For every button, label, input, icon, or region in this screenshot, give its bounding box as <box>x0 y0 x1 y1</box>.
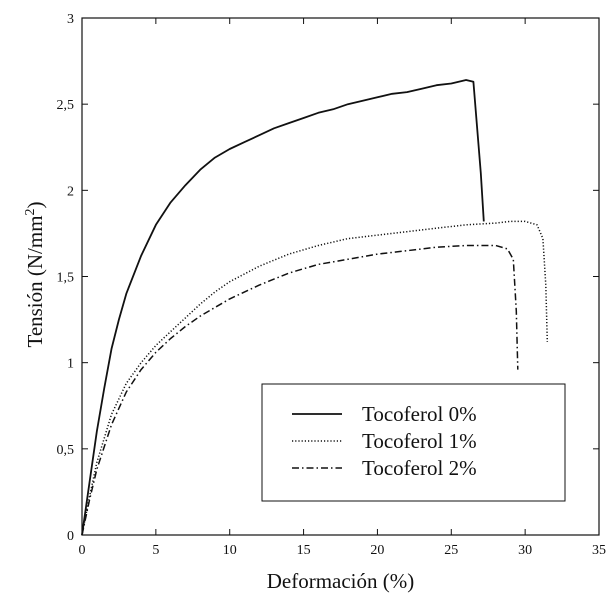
y-tick-label: 2,5 <box>57 98 75 113</box>
x-axis: 0 5 10 15 20 25 30 35 <box>79 18 606 558</box>
x-axis-title: Deformación (%) <box>267 569 415 593</box>
series-line <box>81 244 519 536</box>
legend-label: Tocoferol 1% <box>362 429 477 453</box>
x-tick-label: 15 <box>297 543 311 558</box>
y-tick-label: 0,5 <box>57 443 75 458</box>
y-tick-label: 0 <box>67 529 74 544</box>
x-tick-label: 35 <box>592 543 606 558</box>
y-tick-label: 1 <box>67 357 74 372</box>
y-axis-title: Tensión (N/mm2) <box>23 201 47 347</box>
y-tick-label: 1,5 <box>57 271 75 286</box>
x-tick-label: 10 <box>223 543 237 558</box>
y-axis-title-superscript: 2 <box>23 208 38 215</box>
series-line <box>81 220 549 536</box>
legend-label: Tocoferol 2% <box>362 456 477 480</box>
legend-box <box>261 383 566 502</box>
legend-label: Tocoferol 0% <box>362 402 477 426</box>
y-tick-label: 2 <box>67 184 74 199</box>
x-tick-label: 30 <box>518 543 532 558</box>
series-line <box>81 79 485 536</box>
x-tick-label: 5 <box>152 543 159 558</box>
x-tick-label: 0 <box>79 543 86 558</box>
y-tick-label: 3 <box>67 12 74 27</box>
x-tick-label: 20 <box>370 543 384 558</box>
legend: Tocoferol 0% Tocoferol 1% Tocoferol 2% <box>261 383 566 502</box>
y-axis-title-text: Tensión (N/mm <box>23 215 47 347</box>
y-axis: 0 0,5 1 1,5 2 2,5 3 <box>57 12 599 544</box>
series-lines <box>81 79 549 536</box>
x-tick-label: 25 <box>444 543 458 558</box>
y-axis-title-close: ) <box>23 201 47 208</box>
